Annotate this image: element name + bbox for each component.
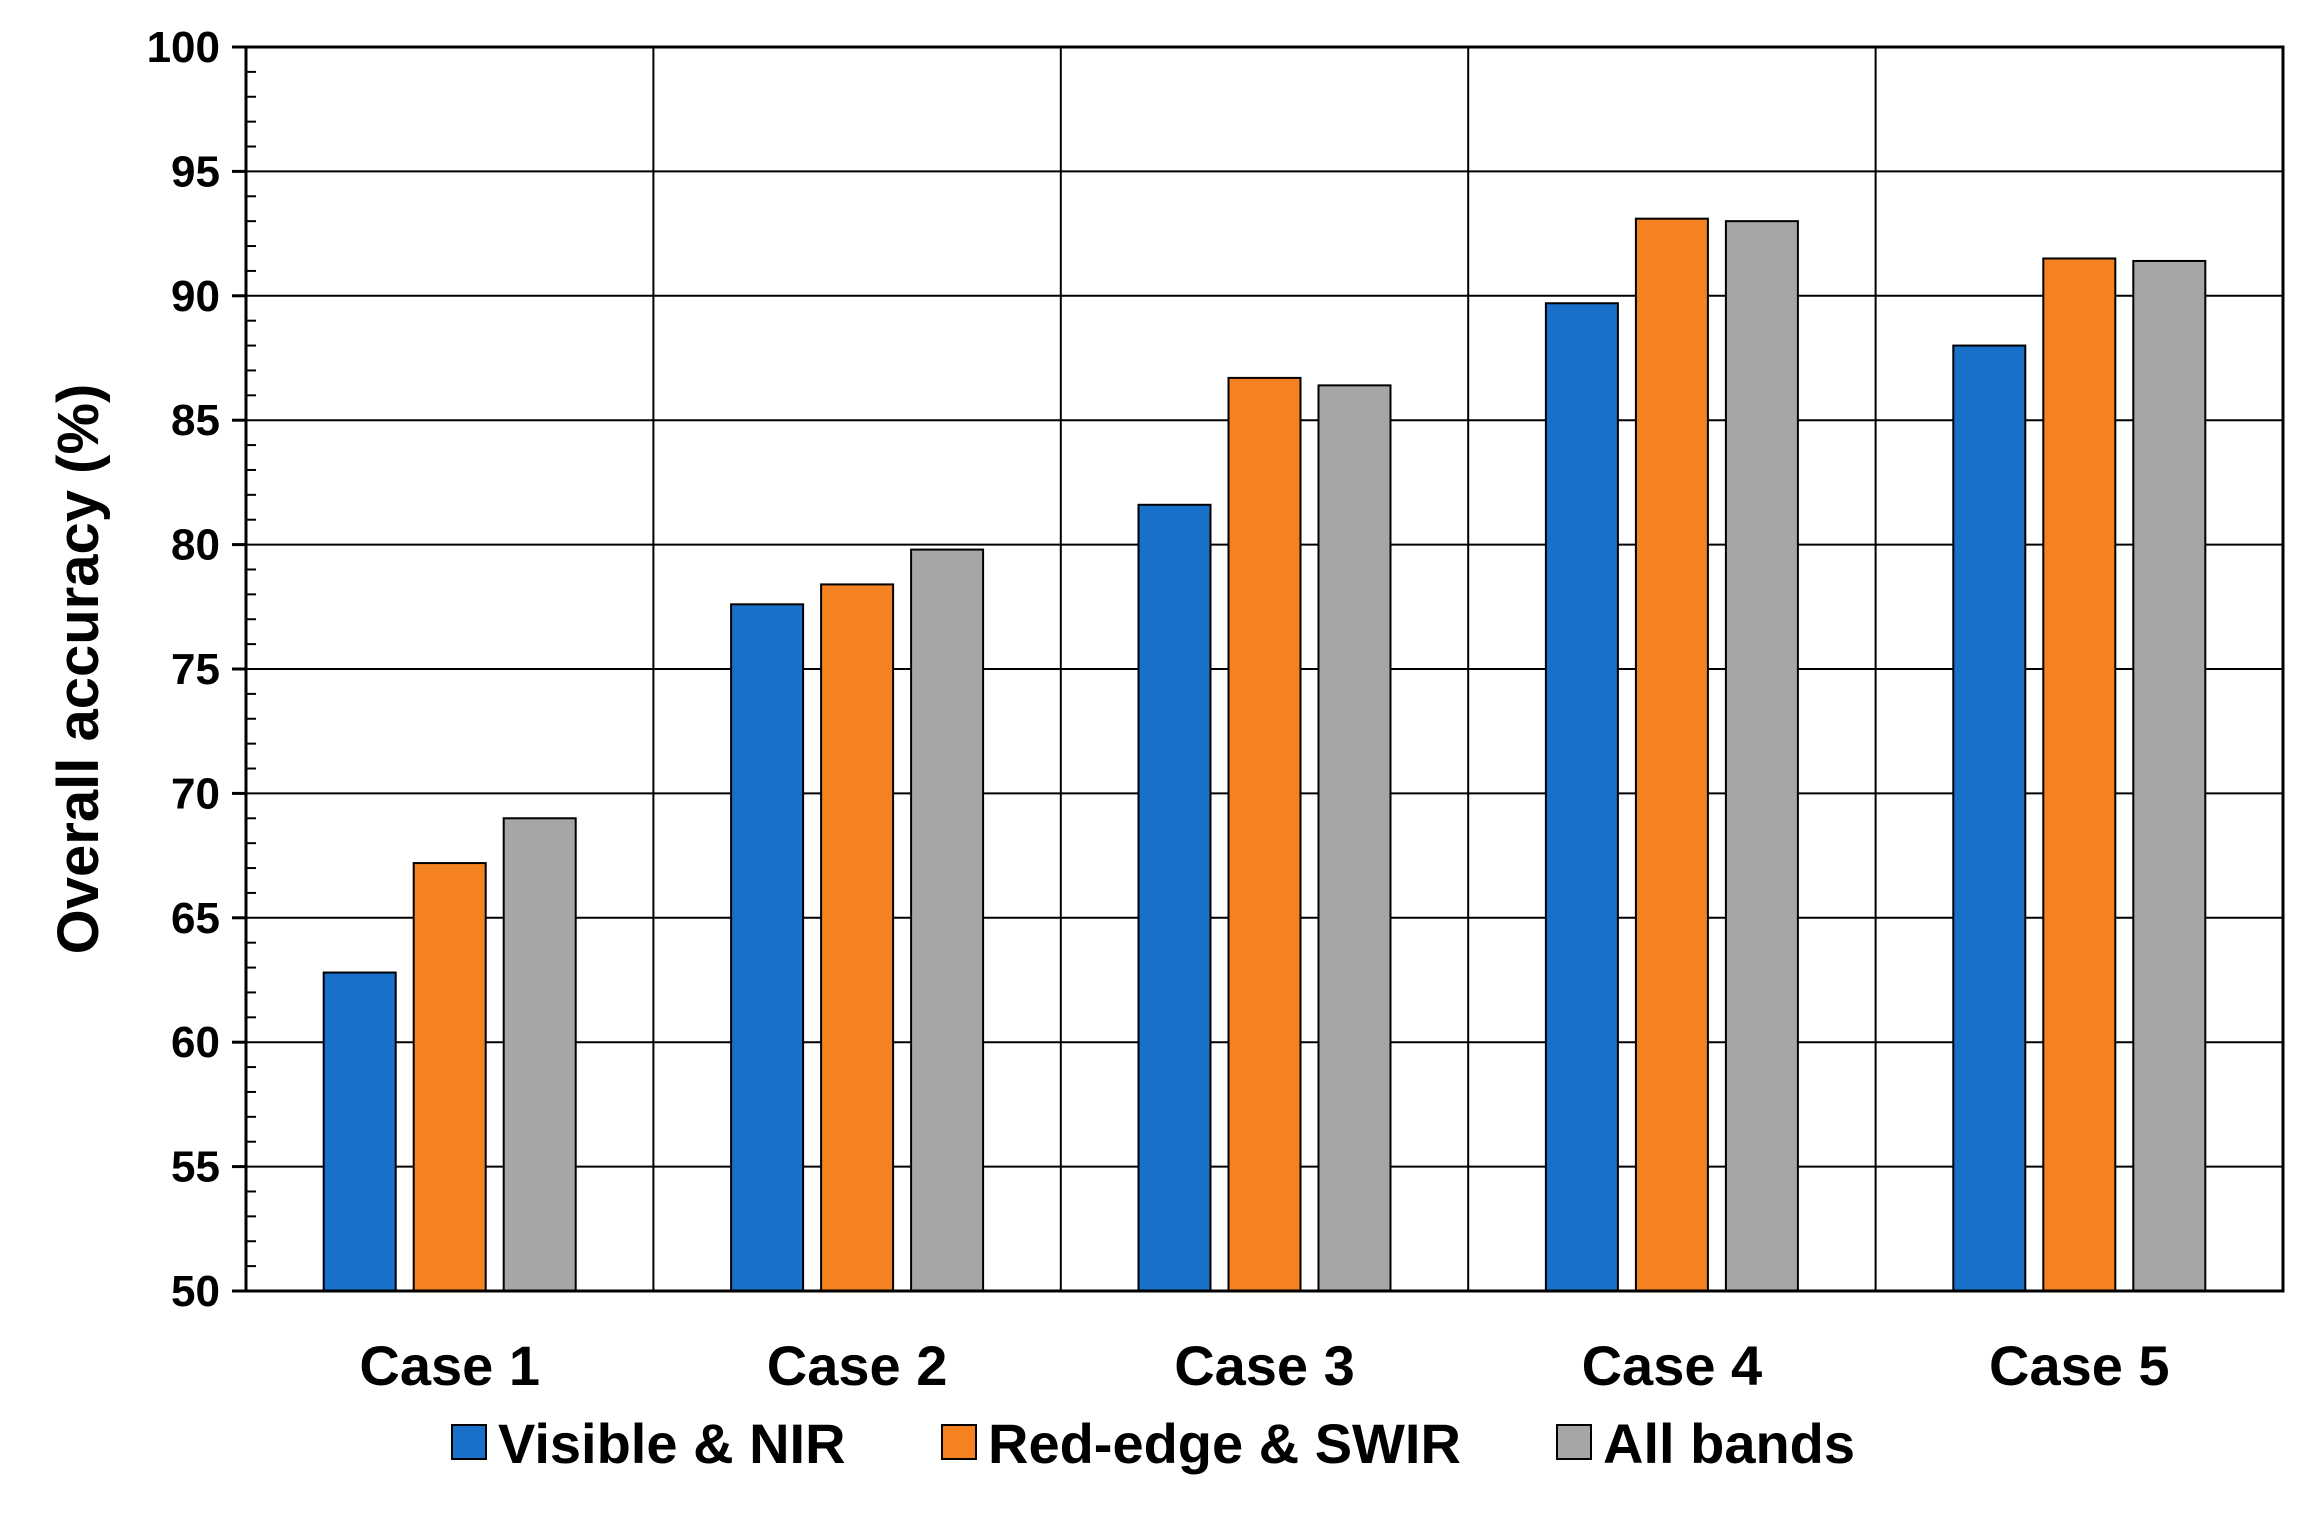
legend-swatch [451, 1424, 487, 1460]
y-tick-label: 90 [171, 272, 220, 321]
bars [322, 217, 2207, 1293]
legend-label: Red-edge & SWIR [988, 1412, 1461, 1475]
bar-visible-nir-case-4 [1544, 302, 1619, 1293]
x-category-label: Case 3 [1174, 1334, 1355, 1397]
x-category-label: Case 2 [767, 1334, 948, 1397]
bar-visible-nir-case-5 [1952, 344, 2027, 1292]
y-tick-label: 60 [171, 1018, 220, 1067]
bar-all-bands-case-4 [1724, 220, 1799, 1292]
bar-visible-nir-case-1 [322, 971, 397, 1292]
legend: Visible & NIR Red-edge & SWIR All bands [451, 1412, 1855, 1475]
y-tick-label: 100 [147, 23, 220, 72]
legend-label: Visible & NIR [498, 1412, 846, 1475]
bar-visible-nir-case-3 [1137, 503, 1212, 1292]
bar-red-edge-swir-case-4 [1634, 217, 1709, 1292]
bar-red-edge-swir-case-2 [820, 583, 895, 1292]
bar-all-bands-case-3 [1317, 384, 1392, 1293]
bar-red-edge-swir-case-1 [412, 862, 487, 1293]
x-category-labels: Case 1 Case 2 Case 3 Case 4 Case 5 [359, 1334, 2169, 1397]
y-axis-title: Overall accuracy (%) [46, 384, 111, 955]
bar-all-bands-case-2 [910, 548, 985, 1292]
legend-label: All bands [1603, 1412, 1855, 1475]
x-category-label: Case 1 [359, 1334, 540, 1397]
y-tick-label: 65 [171, 894, 220, 943]
y-tick-label: 55 [171, 1143, 220, 1192]
y-tick-label: 95 [171, 147, 220, 196]
y-tick-label: 80 [171, 521, 220, 570]
minor-ticks [246, 70, 256, 1268]
y-tick-label: 85 [171, 396, 220, 445]
bar-all-bands-case-1 [502, 817, 577, 1293]
x-category-label: Case 4 [1582, 1334, 1763, 1397]
y-tick-label: 50 [171, 1267, 220, 1316]
y-tick-labels: 50 55 60 65 70 75 80 85 90 95 100 [147, 23, 220, 1316]
x-category-label: Case 5 [1989, 1334, 2170, 1397]
legend-swatch [1556, 1424, 1592, 1460]
y-tick-label: 70 [171, 769, 220, 818]
y-tick-label: 75 [171, 645, 220, 694]
plot-area-frame [244, 45, 2285, 1293]
bar-red-edge-swir-case-3 [1227, 376, 1302, 1292]
bar-red-edge-swir-case-5 [2042, 257, 2117, 1293]
legend-swatch [941, 1424, 977, 1460]
bar-visible-nir-case-2 [730, 603, 805, 1292]
bar-all-bands-case-5 [2132, 259, 2207, 1292]
